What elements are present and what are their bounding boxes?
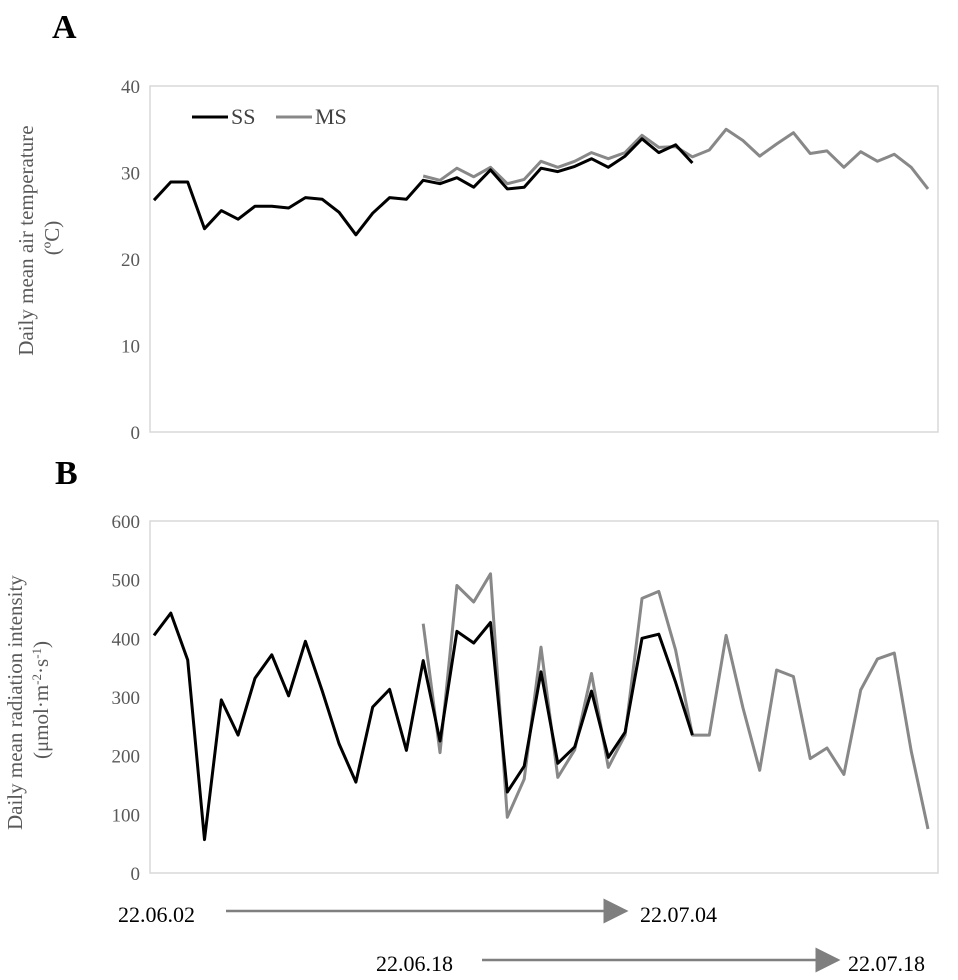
series-line-ms (421, 572, 930, 830)
panel-a-y-axis-label-line1: Daily mean air temperature (14, 125, 38, 355)
y-tick-label: 0 (131, 423, 141, 444)
y-tick-label: 30 (121, 164, 140, 185)
y-tick-label: 0 (131, 864, 141, 885)
panel-b-y-axis-label: Daily mean radiation intensity (μmol·m-2… (3, 570, 53, 830)
date-row2-start: 22.06.18 (376, 951, 453, 976)
y-tick-label: 20 (121, 250, 140, 271)
panel-b-y-axis-label-line1: Daily mean radiation intensity (3, 575, 27, 830)
y-tick-label: 300 (112, 688, 141, 709)
panel-b-y-axis-label-sup1: -2 (29, 674, 44, 685)
panel-b-y-axis-label-line2-part3: ) (29, 641, 53, 648)
panel-b-plot-frame (149, 520, 939, 874)
legend-ss-label: SS (231, 104, 255, 129)
y-tick-label: 200 (112, 747, 141, 768)
panel-b-y-axis-label-line2-part2: ·s (29, 659, 53, 674)
y-tick-label: 40 (121, 77, 140, 98)
panel-a-y-axis-label: Daily mean air temperature (ºC) (14, 120, 64, 356)
panel-a-legend: SS MS (192, 104, 347, 129)
panel-a-y-axis-label-line2: (ºC) (40, 221, 64, 256)
panel-b-y-axis-label-sup2: -1 (29, 648, 44, 659)
panel-a-plot-frame (149, 85, 939, 433)
y-tick-label: 600 (112, 512, 141, 533)
date-row2-end: 22.07.18 (848, 951, 925, 976)
series-line-ss (152, 137, 694, 237)
panel-b-y-axis-label-line2-part1: (μmol·m (29, 685, 53, 759)
legend-ms-label: MS (315, 104, 347, 129)
panel-b-letter: B (55, 455, 78, 492)
panel-a-y-ticks: 0 10 20 30 40 (121, 77, 140, 444)
panel-b-y-ticks: 0 100 200 300 400 500 600 (112, 512, 141, 885)
series-line-ss (152, 611, 694, 842)
y-tick-label: 100 (112, 805, 141, 826)
panel-a-series-lines (152, 127, 930, 237)
panel-b-series-lines (152, 572, 930, 842)
date-row1-start: 22.06.02 (118, 902, 195, 927)
y-tick-label: 500 (112, 571, 141, 592)
y-tick-label: 400 (112, 629, 141, 650)
date-row1-end: 22.07.04 (640, 902, 717, 927)
y-tick-label: 10 (121, 337, 140, 358)
panel-a-letter: A (52, 9, 77, 46)
